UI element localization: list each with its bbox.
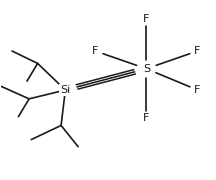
Text: F: F [143, 14, 149, 24]
Text: Si: Si [60, 85, 70, 95]
Text: S: S [143, 64, 150, 74]
Text: F: F [194, 85, 201, 95]
Text: F: F [194, 46, 201, 56]
Text: F: F [143, 113, 149, 123]
Text: F: F [92, 46, 98, 56]
